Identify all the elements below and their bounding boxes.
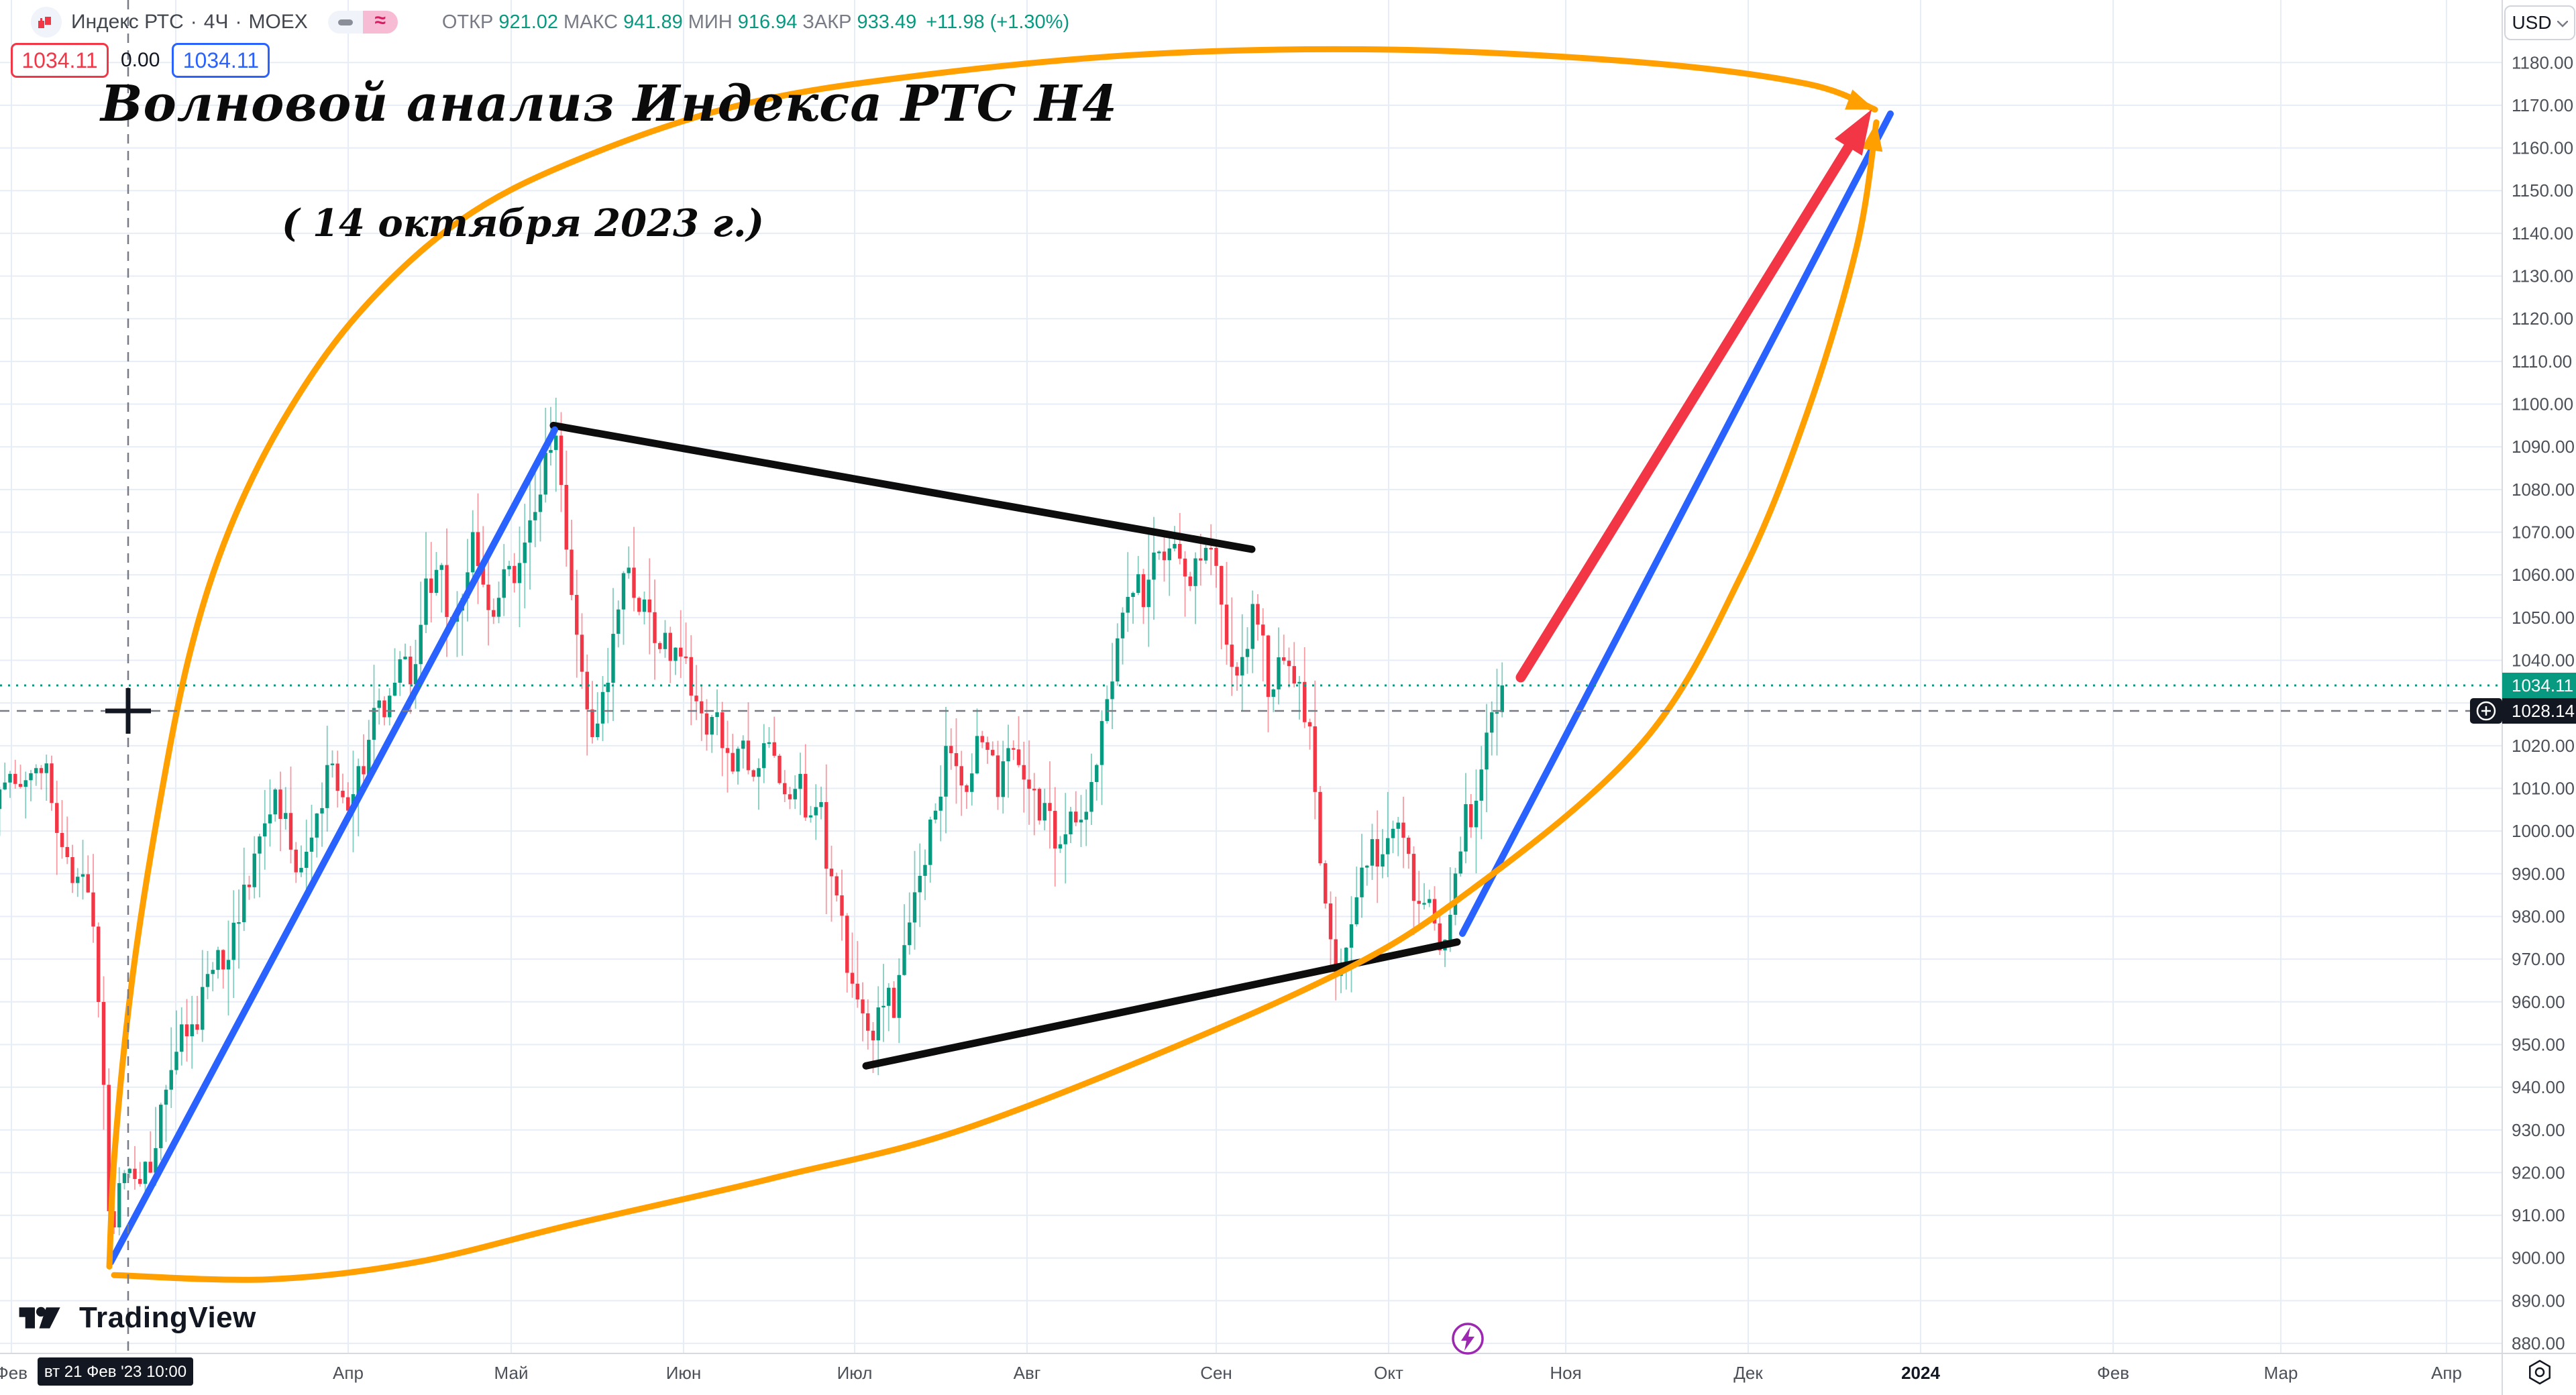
svg-text:1040.00: 1040.00 — [2512, 651, 2575, 671]
change-value: +11.98 (+1.30%) — [926, 11, 1070, 33]
svg-text:Май: Май — [494, 1363, 529, 1383]
open-value: 921.02 — [498, 11, 559, 33]
svg-text:Авг: Авг — [1014, 1363, 1041, 1383]
svg-text:1060.00: 1060.00 — [2512, 565, 2575, 585]
low-value: 916.94 — [737, 11, 798, 33]
svg-text:900.00: 900.00 — [2512, 1248, 2565, 1268]
crosshair — [0, 0, 2502, 1353]
legend-collapse-toggle[interactable] — [327, 11, 363, 34]
analysis-subtitle[interactable]: ( 14 октября 2023 г.) — [282, 201, 765, 245]
waves-indicator-toggle[interactable]: ≈ — [362, 11, 398, 34]
symbol-legend: Индекс РТС · 4Ч · MOEX ≈ ОТКР 921.02 МАКС… — [31, 5, 1069, 39]
axis-settings-icon[interactable] — [2529, 1359, 2551, 1385]
blue-impulse-lines[interactable] — [107, 110, 1894, 1266]
svg-text:1020.00: 1020.00 — [2512, 736, 2575, 756]
crosshair-date-label: вт 21 Фев '23 10:00 — [38, 1357, 193, 1386]
svg-text:2024: 2024 — [1901, 1363, 1940, 1383]
buy-price-button[interactable]: 1034.11 — [172, 43, 270, 78]
candles-layer — [0, 398, 1504, 1235]
svg-text:880.00: 880.00 — [2512, 1333, 2565, 1353]
crosshair-price-label: 1028.14 — [2502, 698, 2576, 724]
svg-text:910.00: 910.00 — [2512, 1205, 2565, 1225]
svg-text:1028.14: 1028.14 — [2512, 701, 2575, 721]
svg-text:Фев: Фев — [0, 1363, 28, 1383]
time-gridlines — [11, 0, 2447, 1353]
svg-text:940.00: 940.00 — [2512, 1077, 2565, 1097]
svg-text:930.00: 930.00 — [2512, 1120, 2565, 1140]
close-label: ЗАКР — [802, 11, 852, 33]
svg-text:970.00: 970.00 — [2512, 949, 2565, 969]
svg-text:Фев: Фев — [2097, 1363, 2129, 1383]
legend-toggles: ≈ — [327, 11, 398, 34]
svg-text:1080.00: 1080.00 — [2512, 480, 2575, 500]
high-label: МАКС — [564, 11, 619, 33]
svg-text:1140.00: 1140.00 — [2512, 223, 2573, 243]
svg-text:1170.00: 1170.00 — [2512, 95, 2573, 115]
waves-icon: ≈ — [374, 11, 386, 32]
currency-label: USD — [2512, 12, 2552, 33]
high-value: 941.89 — [623, 11, 683, 33]
analysis-title[interactable]: Волновой анализ Индекса РТС H4 — [101, 75, 1118, 133]
svg-text:1070.00: 1070.00 — [2512, 522, 2575, 543]
svg-text:890.00: 890.00 — [2512, 1290, 2565, 1310]
tradingview-logo-icon — [19, 1306, 60, 1329]
symbol-logo-icon — [31, 7, 62, 38]
dash-icon — [337, 19, 353, 25]
svg-text:1160.00: 1160.00 — [2512, 138, 2573, 158]
lightning-alert-button[interactable] — [1452, 1323, 1484, 1355]
open-label: ОТКР — [441, 11, 494, 33]
red-projection-arrow[interactable] — [1515, 109, 1872, 683]
chevron-down-icon — [2557, 20, 2568, 27]
low-label: МИН — [688, 11, 733, 33]
add-alert-plus-button[interactable] — [2470, 698, 2502, 724]
svg-text:920.00: 920.00 — [2512, 1162, 2565, 1182]
time-axis[interactable]: Фев Мар Апр Май Июн Июл Авг Сен Окт Ноя Дек 2024 Фев… — [0, 1363, 2462, 1383]
svg-text:960.00: 960.00 — [2512, 992, 2565, 1012]
svg-text:1010.00: 1010.00 — [2512, 778, 2575, 798]
svg-text:Окт: Окт — [1374, 1363, 1403, 1383]
currency-selector[interactable]: USD — [2504, 5, 2575, 40]
tradingview-logo-text: TradingView — [79, 1301, 256, 1334]
sell-price-button[interactable]: 1034.11 — [11, 43, 109, 78]
svg-text:1050.00: 1050.00 — [2512, 608, 2575, 628]
svg-text:Апр: Апр — [2431, 1363, 2462, 1383]
svg-text:1120.00: 1120.00 — [2512, 309, 2573, 329]
tradingview-watermark[interactable]: TradingView — [17, 1301, 256, 1335]
spread-value: 0.00 — [121, 49, 160, 71]
crosshair-cursor-icon — [105, 688, 151, 734]
svg-text:Дек: Дек — [1733, 1363, 1763, 1383]
ohlc-values: ОТКР 921.02 МАКС 941.89 МИН 916.94 ЗАКР 933.… — [442, 11, 1069, 34]
svg-text:1090.00: 1090.00 — [2512, 437, 2575, 457]
svg-text:990.00: 990.00 — [2512, 864, 2565, 884]
svg-text:Мар: Мар — [2264, 1363, 2298, 1383]
svg-text:1130.00: 1130.00 — [2512, 266, 2573, 286]
svg-text:1000.00: 1000.00 — [2512, 821, 2575, 841]
symbol-name[interactable]: Индекс РТС · 4Ч · MOEX — [71, 11, 308, 33]
svg-text:1150.00: 1150.00 — [2512, 180, 2573, 201]
svg-text:Июн: Июн — [666, 1363, 702, 1383]
svg-text:Июл: Июл — [837, 1363, 873, 1383]
svg-text:980.00: 980.00 — [2512, 906, 2565, 926]
svg-text:1100.00: 1100.00 — [2512, 394, 2573, 414]
order-panel: 1034.11 0.00 1034.11 — [11, 43, 270, 78]
svg-text:Апр: Апр — [333, 1363, 364, 1383]
svg-text:1034.11: 1034.11 — [2512, 675, 2573, 695]
orange-ellipse-curves[interactable] — [106, 46, 1883, 1283]
svg-text:вт 21 Фев '23 10:00: вт 21 Фев '23 10:00 — [44, 1363, 186, 1381]
svg-text:1180.00: 1180.00 — [2512, 52, 2573, 72]
svg-text:Сен: Сен — [1200, 1363, 1232, 1383]
svg-text:950.00: 950.00 — [2512, 1034, 2565, 1054]
close-value: 933.49 — [857, 11, 917, 33]
svg-text:1110.00: 1110.00 — [2512, 351, 2572, 372]
price-gridlines — [0, 62, 2502, 1345]
last-price-label: 1034.11 — [2502, 673, 2576, 698]
svg-text:Ноя: Ноя — [1550, 1363, 1581, 1383]
